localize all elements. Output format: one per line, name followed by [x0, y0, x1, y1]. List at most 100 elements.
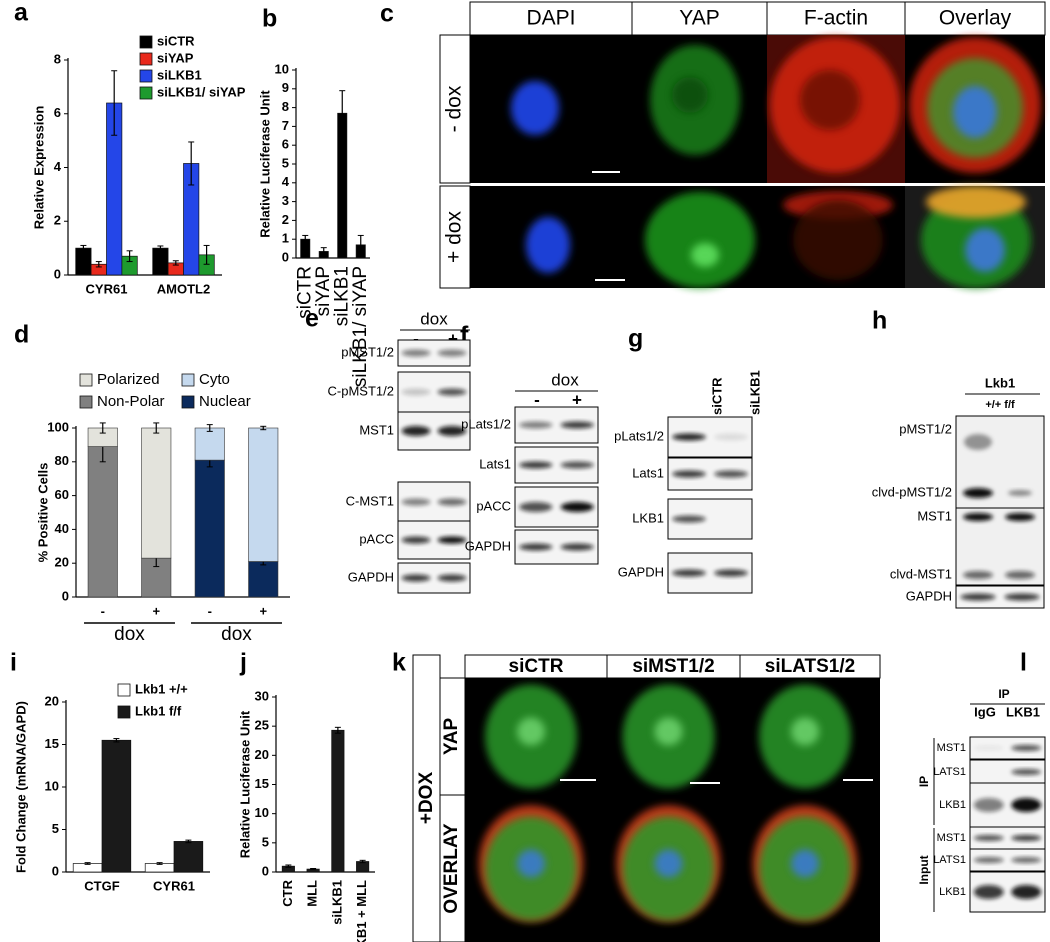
blot-band	[714, 569, 748, 577]
blot-label: GAPDH	[348, 569, 394, 584]
row-label: + dox	[443, 211, 466, 263]
blot-band	[560, 461, 594, 469]
y-tick-label: 6	[54, 105, 61, 120]
blot-band	[714, 470, 748, 478]
blot-label: GAPDH	[618, 564, 664, 579]
panel-letter: b	[262, 5, 277, 33]
blot-band	[1005, 513, 1035, 521]
y-tick-label: 8	[282, 99, 289, 114]
y-tick-label: 10	[255, 805, 269, 820]
legend-swatch	[139, 52, 153, 66]
blot-band	[560, 502, 594, 512]
cell-signal	[926, 186, 1026, 218]
blot-label: C-pMST1/2	[328, 383, 394, 398]
x-tick-label: +	[152, 603, 160, 618]
legend-label: siYAP	[157, 50, 194, 65]
blot-band	[672, 433, 706, 441]
column-header: DAPI	[526, 7, 575, 30]
blot-band	[437, 388, 467, 396]
legend-swatch	[181, 373, 195, 387]
blot-label: LKB1	[939, 886, 966, 898]
legend-swatch	[117, 683, 131, 697]
panel-letter: f	[460, 322, 469, 350]
legend-swatch	[181, 395, 195, 409]
cell-signal	[791, 849, 819, 878]
blot-band	[672, 515, 706, 523]
cell-signal	[691, 243, 719, 267]
group-label: dox	[114, 624, 145, 645]
header-cell	[631, 1, 768, 36]
legend-label: siCTR	[157, 33, 195, 48]
y-axis-label: % Positive Cells	[35, 463, 50, 563]
blot-band	[960, 593, 996, 601]
blot-band	[519, 421, 553, 429]
legend-label: Cyto	[199, 371, 230, 388]
lane-label: +/+ f/f	[985, 399, 1015, 411]
blot-band	[401, 498, 431, 506]
x-tick-label: +	[259, 603, 267, 618]
blot-label: GAPDH	[465, 538, 511, 553]
blot-label: LATS1	[933, 854, 966, 866]
blot-label: MST1	[917, 508, 952, 523]
group-label: dox	[221, 624, 252, 645]
blot-label: MST1	[937, 742, 966, 754]
treatment-label: dox	[420, 309, 448, 328]
y-tick-label: 20	[55, 555, 69, 570]
panel-letter: j	[239, 649, 247, 677]
blot-band	[519, 461, 553, 469]
legend-label: Non-Polar	[97, 393, 165, 410]
cell-signal	[953, 86, 997, 138]
cell-signal	[793, 200, 883, 280]
y-tick-label: 2	[282, 212, 289, 227]
blot-label: LATS1	[933, 766, 966, 778]
bar-segment	[248, 427, 279, 562]
x-tick-label: siLKB1	[329, 880, 344, 925]
cell-signal	[654, 849, 683, 878]
legend-label: siLKB1	[157, 67, 202, 82]
x-tick-label: CTGF	[84, 878, 119, 893]
legend-label: Lkb1 +/+	[135, 681, 188, 696]
blot-band	[401, 388, 431, 396]
lane-label: siCTR	[709, 377, 724, 415]
bar	[152, 247, 169, 276]
blot-label: MST1	[937, 832, 966, 844]
column-header: Overlay	[939, 7, 1012, 30]
y-tick-label: 4	[282, 174, 290, 189]
blot-band	[401, 574, 431, 582]
y-tick-label: 10	[45, 778, 59, 793]
blot-band	[1011, 769, 1042, 775]
y-tick-label: 0	[52, 863, 59, 878]
blot-label: pMST1/2	[341, 344, 394, 359]
blot-band	[437, 349, 467, 357]
legend-swatch	[79, 373, 93, 387]
panel-letter: e	[305, 305, 319, 333]
y-tick-label: 7	[282, 118, 289, 133]
x-tick-label: CYR61	[86, 281, 128, 296]
panel-letter: i	[10, 649, 17, 677]
panel-letter: d	[14, 321, 29, 349]
cell-signal	[517, 849, 545, 878]
blot-band	[973, 798, 1004, 812]
blot-label: Lats1	[632, 465, 664, 480]
cell-signal	[645, 192, 755, 288]
bar-segment	[87, 446, 118, 598]
x-tick-label: AMOTL2	[157, 281, 210, 296]
bar	[173, 841, 204, 873]
blot-band	[560, 421, 594, 429]
y-tick-label: 0	[262, 863, 269, 878]
y-tick-label: 6	[282, 137, 289, 152]
bar-segment	[194, 459, 225, 598]
y-tick-label: 2	[54, 213, 61, 228]
blot-band	[437, 574, 467, 582]
header-cell	[904, 1, 1046, 36]
y-tick-label: 40	[55, 521, 69, 536]
treatment-label: dox	[551, 370, 579, 389]
blot-band	[672, 569, 706, 577]
panel-letter: h	[872, 307, 887, 335]
legend-label: Nuclear	[199, 393, 251, 410]
y-tick-label: 10	[275, 61, 289, 76]
blot-band	[1011, 798, 1042, 812]
ip-header: IP	[998, 687, 1009, 701]
blot-label: GAPDH	[906, 588, 952, 603]
legend-swatch	[139, 69, 153, 83]
